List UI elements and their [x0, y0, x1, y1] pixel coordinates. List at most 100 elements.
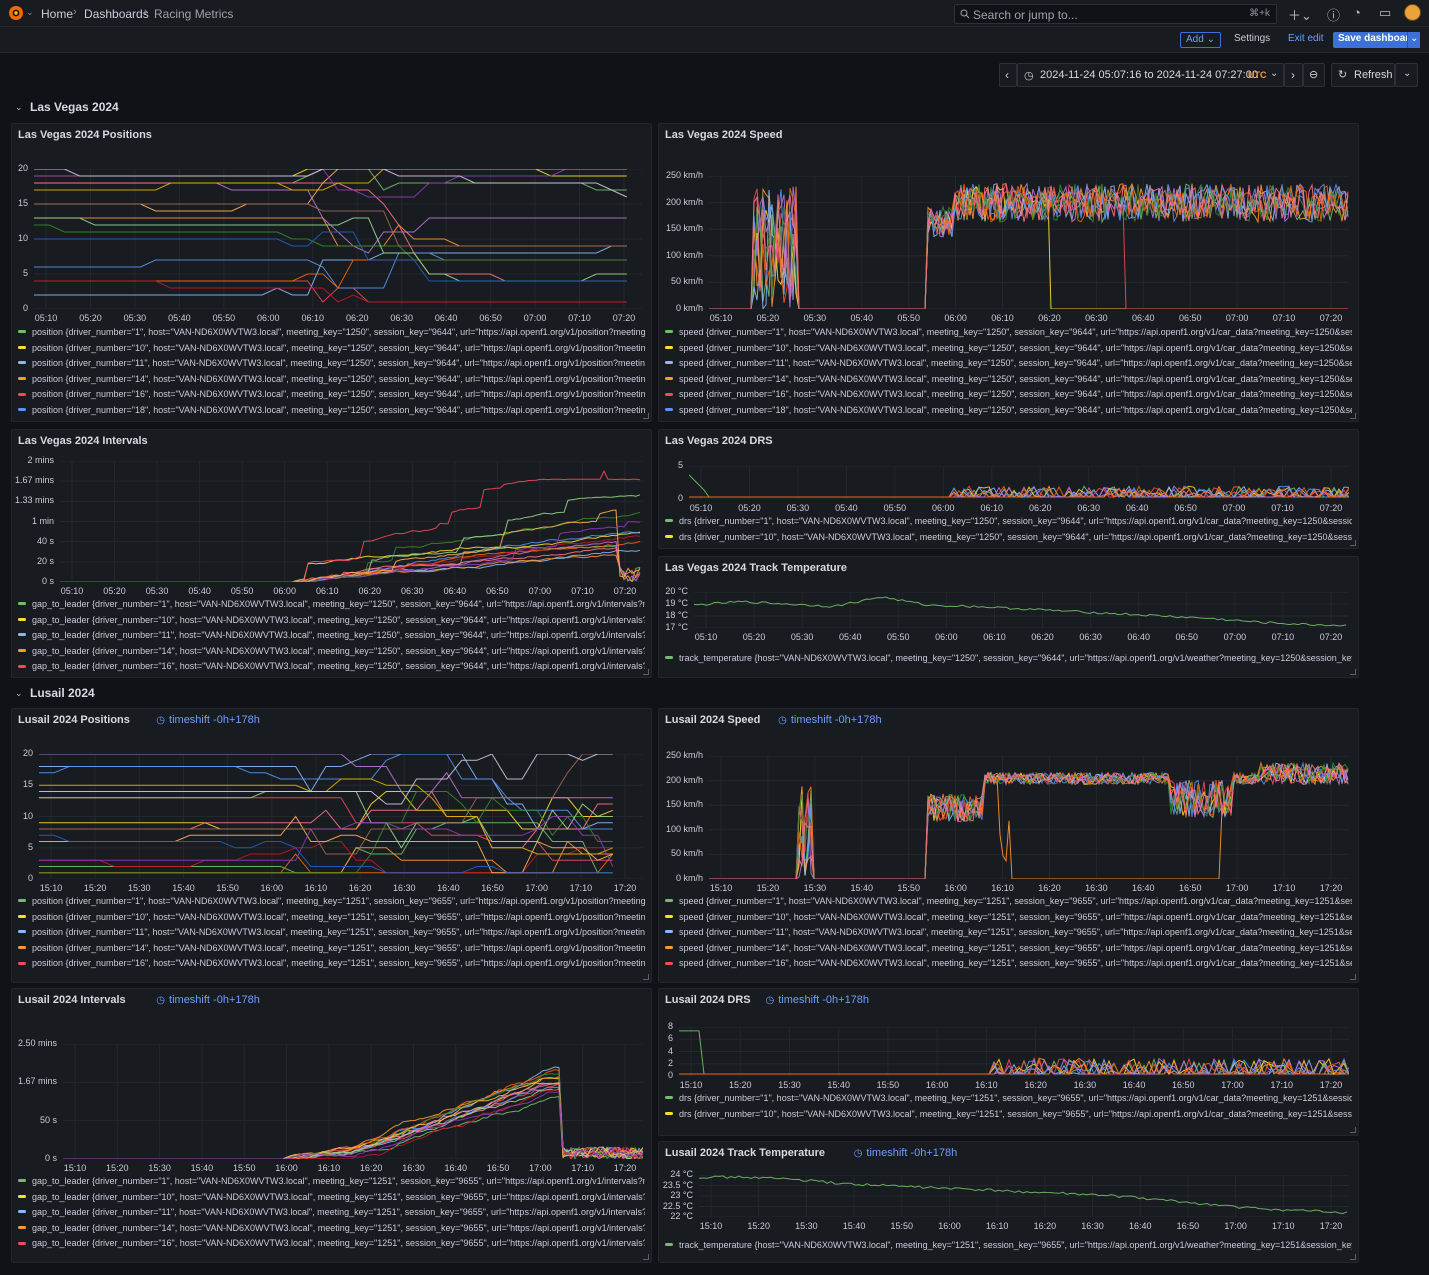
legend-item[interactable]: speed {driver_number="11", host="VAN-ND6…: [665, 927, 1352, 942]
legend-item[interactable]: speed {driver_number="14", host="VAN-ND6…: [665, 943, 1352, 958]
help-icon[interactable]: ⓘ: [1327, 8, 1341, 23]
panel-lu-intervals[interactable]: Lusail 2024 Intervals ◷ timeshift -0h+178h…: [11, 988, 652, 1263]
legend-item[interactable]: position {driver_number="18", host="VAN-…: [18, 405, 645, 420]
refresh-button[interactable]: ↻ Refresh: [1331, 63, 1395, 87]
panel-lu-positions[interactable]: Lusail 2024 Positions ◷ timeshift -0h+178h…: [11, 708, 652, 983]
time-back-button[interactable]: ‹: [999, 63, 1017, 87]
legend-item[interactable]: position {driver_number="14", host="VAN-…: [18, 374, 645, 389]
legend-item[interactable]: position {driver_number="16", host="VAN-…: [18, 958, 645, 973]
panel-lv-intervals[interactable]: Las Vegas 2024 Intervals 2 mins 1.67 mins 1…: [11, 429, 652, 678]
row-collapse-icon[interactable]: ⌄: [15, 102, 23, 112]
legend-item[interactable]: speed {driver_number="10", host="VAN-ND6…: [665, 912, 1352, 927]
legend-item[interactable]: speed {driver_number="10", host="VAN-ND6…: [665, 343, 1352, 358]
resize-handle-icon[interactable]: [1350, 413, 1356, 419]
panel-title[interactable]: Las Vegas 2024 Intervals: [18, 435, 148, 447]
panel-lv-drs[interactable]: Las Vegas 2024 DRS 5 0 05:10 05:20 05:30 05:40…: [658, 429, 1359, 549]
monitor-icon[interactable]: ▭: [1379, 5, 1392, 20]
plot-area[interactable]: [694, 592, 1349, 628]
resize-handle-icon[interactable]: [1350, 669, 1356, 675]
legend-item[interactable]: gap_to_leader {driver_number="16", host=…: [18, 661, 645, 676]
legend-item[interactable]: gap_to_leader {driver_number="14", host=…: [18, 646, 645, 661]
row-title-lusail[interactable]: Lusail 2024: [30, 686, 95, 700]
panel-title[interactable]: Lusail 2024 Intervals: [18, 994, 126, 1006]
grafana-logo-icon[interactable]: [8, 5, 24, 21]
resize-handle-icon[interactable]: [1350, 974, 1356, 980]
resize-handle-icon[interactable]: [643, 669, 649, 675]
time-range-picker[interactable]: ◷ 2024-11-24 05:07:16 to 2024-11-24 07:2…: [1017, 63, 1284, 87]
settings-button[interactable]: Settings: [1234, 33, 1271, 44]
legend-item[interactable]: position {driver_number="11", host="VAN-…: [18, 927, 645, 942]
legend-item[interactable]: drs {driver_number="10", host="VAN-ND6X0…: [665, 532, 1352, 547]
legend-item[interactable]: gap_to_leader {driver_number="16", host=…: [18, 1238, 645, 1253]
zoom-out-button[interactable]: ⊖: [1303, 63, 1325, 87]
legend-item[interactable]: gap_to_leader {driver_number="1", host="…: [18, 1176, 645, 1191]
legend-item[interactable]: position {driver_number="1", host="VAN-N…: [18, 896, 645, 911]
rss-icon[interactable]: ◔: [1353, 5, 1361, 20]
resize-handle-icon[interactable]: [1350, 1127, 1356, 1133]
plot-area[interactable]: [60, 461, 643, 582]
legend-item[interactable]: position {driver_number="1", host="VAN-N…: [18, 327, 645, 342]
legend-item[interactable]: speed {driver_number="16", host="VAN-ND6…: [665, 389, 1352, 404]
legend-item[interactable]: gap_to_leader {driver_number="11", host=…: [18, 1207, 645, 1222]
legend-item[interactable]: speed {driver_number="16", host="VAN-ND6…: [665, 958, 1352, 973]
legend-item[interactable]: speed {driver_number="1", host="VAN-ND6X…: [665, 896, 1352, 911]
resize-handle-icon[interactable]: [643, 974, 649, 980]
legend-item[interactable]: track_temperature {host="VAN-ND6X0WVTW3.…: [665, 653, 1352, 668]
panel-title[interactable]: Lusail 2024 Speed: [665, 714, 761, 726]
legend-item[interactable]: gap_to_leader {driver_number="10", host=…: [18, 1192, 645, 1207]
avatar[interactable]: [1404, 4, 1421, 21]
legend-item[interactable]: gap_to_leader {driver_number="10", host=…: [18, 615, 645, 630]
legend-item[interactable]: position {driver_number="10", host="VAN-…: [18, 912, 645, 927]
breadcrumb-home[interactable]: Home: [41, 7, 74, 21]
resize-handle-icon[interactable]: [1350, 1254, 1356, 1260]
legend-item[interactable]: drs {driver_number="1", host="VAN-ND6X0W…: [665, 1093, 1352, 1108]
legend-item[interactable]: position {driver_number="11", host="VAN-…: [18, 358, 645, 373]
time-forward-button[interactable]: ›: [1284, 63, 1303, 87]
plot-area[interactable]: [63, 1044, 643, 1159]
refresh-interval-dropdown[interactable]: ⌄: [1395, 63, 1418, 87]
save-dashboard-button[interactable]: Save dashboard: [1333, 32, 1421, 48]
legend-item[interactable]: gap_to_leader {driver_number="14", host=…: [18, 1223, 645, 1238]
panel-title[interactable]: Lusail 2024 DRS: [665, 994, 751, 1006]
panel-title[interactable]: Las Vegas 2024 Track Temperature: [665, 562, 848, 574]
legend-item[interactable]: position {driver_number="10", host="VAN-…: [18, 343, 645, 358]
row-title-las-vegas[interactable]: Las Vegas 2024: [30, 100, 119, 114]
panel-title[interactable]: Lusail 2024 Positions: [18, 714, 130, 726]
panel-title[interactable]: Las Vegas 2024 DRS: [665, 435, 773, 447]
panel-lu-speed[interactable]: Lusail 2024 Speed ◷ timeshift -0h+178h 250 …: [658, 708, 1359, 983]
panel-lv-temp[interactable]: Las Vegas 2024 Track Temperature 20 °C 19 …: [658, 556, 1359, 678]
legend-item[interactable]: position {driver_number="14", host="VAN-…: [18, 943, 645, 958]
legend-item[interactable]: speed {driver_number="1", host="VAN-ND6X…: [665, 327, 1352, 342]
panel-title[interactable]: Las Vegas 2024 Speed: [665, 129, 783, 141]
panel-title[interactable]: Las Vegas 2024 Positions: [18, 129, 152, 141]
plot-area[interactable]: [709, 756, 1349, 879]
legend-item[interactable]: speed {driver_number="11", host="VAN-ND6…: [665, 358, 1352, 373]
save-options-chevron-icon[interactable]: ⌄: [1407, 32, 1420, 48]
legend-item[interactable]: gap_to_leader {driver_number="11", host=…: [18, 630, 645, 645]
plot-area[interactable]: [709, 176, 1349, 309]
breadcrumb-dashboards[interactable]: Dashboards: [84, 7, 149, 21]
resize-handle-icon[interactable]: [643, 413, 649, 419]
panel-lu-drs[interactable]: Lusail 2024 DRS ◷ timeshift -0h+178h 8 6 4 2 0 1…: [658, 988, 1359, 1136]
legend-item[interactable]: track_temperature {host="VAN-ND6X0WVTW3.…: [665, 1240, 1352, 1255]
exit-edit-button[interactable]: Exit edit: [1288, 33, 1324, 44]
legend-item[interactable]: drs {driver_number="1", host="VAN-ND6X0W…: [665, 516, 1352, 531]
legend-item[interactable]: drs {driver_number="10", host="VAN-ND6X0…: [665, 1109, 1352, 1124]
plus-icon[interactable]: ＋⌄: [1288, 8, 1312, 23]
resize-handle-icon[interactable]: [1350, 540, 1356, 546]
panel-lv-speed[interactable]: Las Vegas 2024 Speed 250 km/h 200 km/h 150 …: [658, 123, 1359, 422]
resize-handle-icon[interactable]: [643, 1254, 649, 1260]
panel-lv-positions[interactable]: Las Vegas 2024 Positions 20 15 10 5 0 05:10 05:…: [11, 123, 652, 422]
legend-item[interactable]: speed {driver_number="18", host="VAN-ND6…: [665, 405, 1352, 420]
plot-area[interactable]: [679, 1027, 1349, 1076]
add-button[interactable]: Add ⌄: [1180, 32, 1221, 48]
plot-area[interactable]: [34, 169, 642, 309]
legend-item[interactable]: position {driver_number="16", host="VAN-…: [18, 389, 645, 404]
plot-area[interactable]: [699, 1175, 1349, 1217]
chevron-down-icon[interactable]: ⌄: [26, 7, 34, 17]
panel-lu-temp[interactable]: Lusail 2024 Track Temperature ◷ timeshift …: [658, 1141, 1359, 1263]
legend-item[interactable]: speed {driver_number="14", host="VAN-ND6…: [665, 374, 1352, 389]
plot-area[interactable]: [39, 754, 643, 879]
legend-item[interactable]: gap_to_leader {driver_number="1", host="…: [18, 599, 645, 614]
panel-title[interactable]: Lusail 2024 Track Temperature: [665, 1147, 825, 1159]
